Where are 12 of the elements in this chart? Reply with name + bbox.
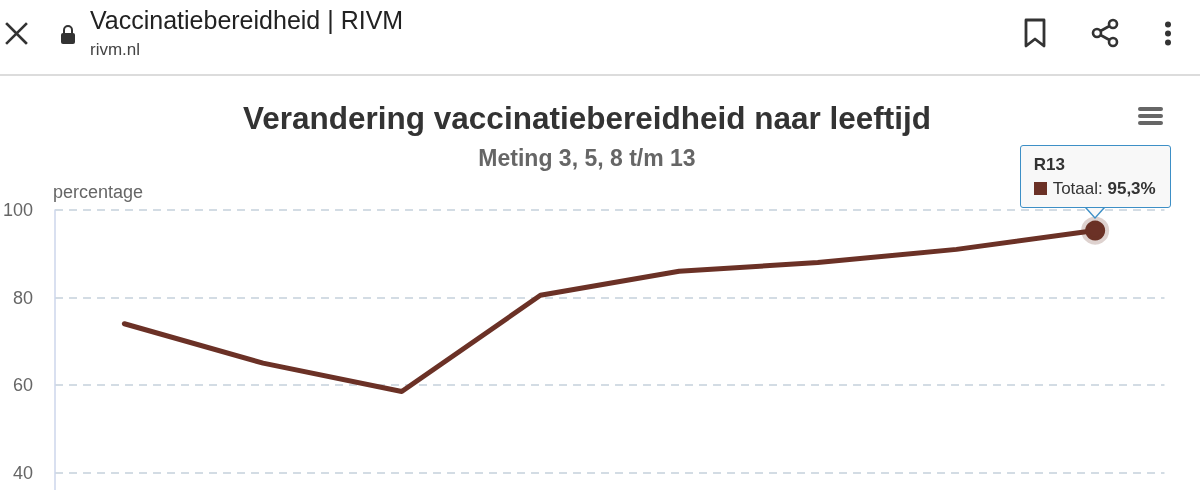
chart-title: Verandering vaccinatiebereidheid naar leeftijd [242,100,932,136]
x-tick-label: R13 [1033,154,1066,175]
y-tick-label: 80 [13,287,34,308]
y-axis-title: percentage [53,182,144,202]
y-tick-label: 100 [2,200,34,220]
tooltip: R13 Totaal: 95,3% [1019,144,1171,219]
annotation: Totaal: 95,3% [1052,178,1156,198]
text: Vaccinatiebereidheid | RIVM [90,6,404,35]
chart-subtitle: Meting 3, 5, 8 t/m 13 [478,144,696,171]
y-tick-label: 60 [13,375,34,395]
y-tick-label: 40 [13,462,34,483]
text: rivm.nl [90,40,141,60]
